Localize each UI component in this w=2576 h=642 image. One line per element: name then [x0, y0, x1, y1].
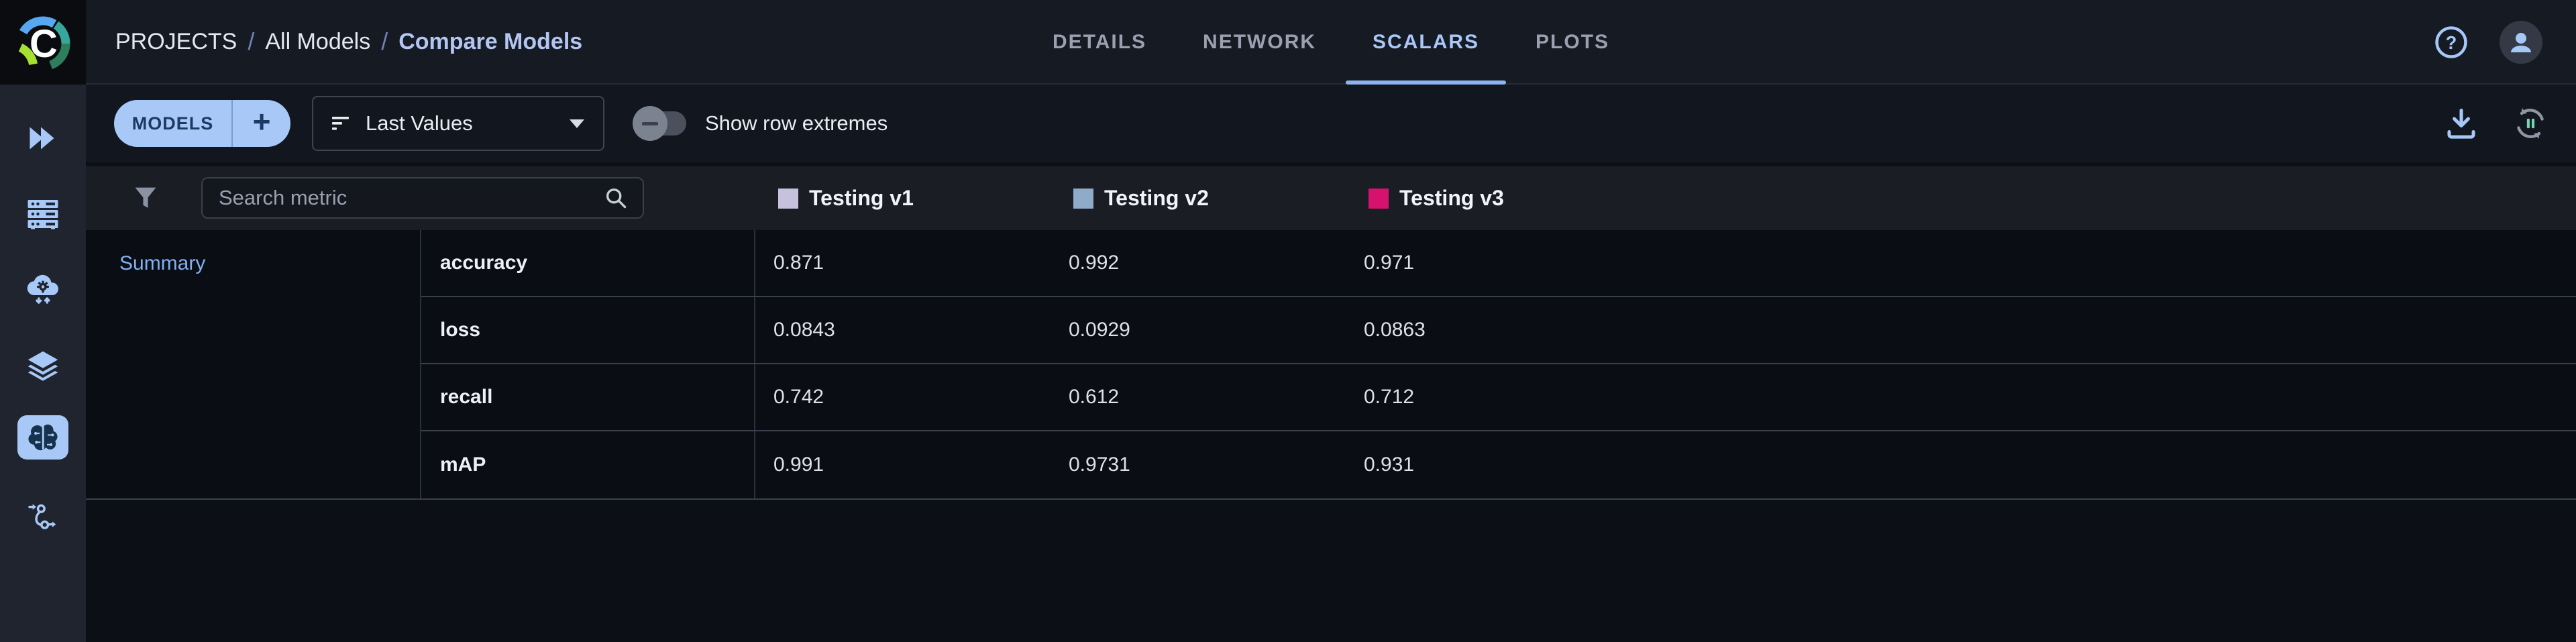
sidebar-item-models[interactable] [17, 415, 68, 460]
download-button[interactable] [2445, 107, 2478, 140]
model-color-swatch [778, 188, 798, 209]
value-cell: 0.612 [1069, 386, 1120, 408]
filter-button[interactable] [133, 186, 158, 213]
sidebar-item-datasets[interactable] [0, 350, 86, 382]
column-label: Testing v3 [1399, 186, 1504, 210]
value-cell: 0.0843 [773, 319, 835, 341]
chevron-down-icon [570, 119, 584, 128]
metric-name-cell: loss [421, 297, 755, 363]
value-cell: 0.0863 [1364, 319, 1426, 341]
help-button[interactable]: ? [2434, 25, 2469, 60]
value-cell: 0.742 [773, 386, 824, 408]
toggle-dash [642, 121, 658, 125]
tab-plots[interactable]: PLOTS [1536, 31, 1610, 53]
metric-search [201, 177, 644, 219]
value-cell: 0.991 [773, 453, 824, 476]
value-cell: 0.931 [1364, 453, 1415, 476]
column-header-testing-v1: Testing v1 [778, 166, 914, 230]
metric-name-cell: recall [421, 364, 755, 430]
sidebar-item-projects[interactable] [0, 123, 86, 153]
tab-details[interactable]: DETAILS [1052, 31, 1147, 53]
metric-group-label[interactable]: Summary [119, 252, 206, 274]
table-row-recall: recall 0.742 0.612 0.712 [421, 364, 2576, 431]
filter-funnel-icon [135, 187, 156, 208]
value-cell: 0.712 [1364, 386, 1415, 408]
toggle-knob[interactable] [633, 106, 667, 141]
column-label: Testing v1 [809, 186, 914, 210]
person-icon [2511, 33, 2531, 52]
table-row-loss: loss 0.0843 0.0929 0.0863 [421, 297, 2576, 364]
active-tab-underline [1346, 81, 1507, 85]
clearml-logo-icon: C [18, 16, 70, 70]
tab-network[interactable]: NETWORK [1203, 31, 1317, 53]
scalars-toolbar: MODELS + Last Values Show row extremes [86, 85, 2576, 162]
breadcrumb-separator: / [381, 28, 388, 55]
tab-scalars[interactable]: SCALARS [1346, 0, 1507, 85]
top-bar: PROJECTS / All Models / Compare Models D… [86, 0, 2576, 85]
search-metric-input[interactable] [217, 185, 604, 211]
auto-refresh-button[interactable] [2513, 106, 2548, 141]
search-icon[interactable] [604, 186, 628, 210]
tab-scalars-label: SCALARS [1373, 31, 1480, 53]
toolbar-right-actions [2445, 106, 2548, 141]
app-logo[interactable]: C [0, 0, 86, 85]
metric-name-cell: accuracy [421, 230, 755, 296]
value-cell: 0.971 [1364, 252, 1415, 274]
breadcrumb-compare-models: Compare Models [398, 28, 583, 54]
add-model-button[interactable]: + [252, 104, 271, 139]
models-selector-button[interactable]: MODELS + [114, 100, 290, 147]
breadcrumb-separator: / [248, 28, 255, 55]
sidebar-item-data-processing[interactable] [0, 274, 86, 305]
metric-group-cell: Summary [86, 230, 421, 498]
model-color-swatch [1368, 188, 1389, 209]
view-tabs: DETAILS NETWORK SCALARS PLOTS [86, 0, 2576, 85]
models-button-label[interactable]: MODELS [131, 113, 214, 133]
cloud-gear-icon [27, 274, 58, 304]
value-cell: 0.871 [773, 252, 824, 274]
model-color-swatch [1073, 188, 1093, 209]
svg-text:?: ? [2446, 32, 2457, 53]
values-mode-value: Last Values [366, 111, 473, 135]
topbar-actions: ? [2434, 0, 2542, 85]
table-row-map: mAP 0.991 0.9731 0.931 [421, 431, 2576, 498]
values-mode-icon [332, 117, 349, 130]
download-icon [2447, 109, 2475, 139]
sidebar-item-workers-queues[interactable] [0, 199, 86, 229]
brain-models-icon [28, 424, 58, 451]
layers-icon [28, 351, 58, 381]
show-row-extremes-toggle[interactable]: Show row extremes [633, 106, 888, 141]
metric-name-cell: mAP [421, 431, 755, 498]
column-header-testing-v3: Testing v3 [1368, 166, 1504, 230]
breadcrumb-projects[interactable]: PROJECTS [115, 28, 237, 54]
servers-icon [28, 200, 58, 229]
toggle-track[interactable] [633, 106, 686, 141]
values-mode-dropdown[interactable]: Last Values [312, 96, 604, 151]
value-cell: 0.9731 [1069, 453, 1130, 476]
value-cell: 0.992 [1069, 252, 1120, 274]
breadcrumb-all-models[interactable]: All Models [265, 28, 371, 54]
svg-text:C: C [30, 22, 58, 66]
column-label: Testing v2 [1104, 186, 1209, 210]
sidebar: C [0, 0, 86, 642]
projects-play-icon [30, 127, 54, 150]
metrics-table-body: Summary accuracy 0.871 0.992 0.971 loss … [86, 230, 2576, 500]
table-row-accuracy: accuracy 0.871 0.992 0.971 [421, 230, 2576, 297]
metric-rows: accuracy 0.871 0.992 0.971 loss 0.0843 0… [421, 230, 2576, 498]
metrics-table-header: Testing v1 Testing v2 Testing v3 [86, 166, 2576, 230]
show-row-extremes-label: Show row extremes [705, 111, 888, 135]
models-button-divider [231, 100, 233, 147]
user-avatar[interactable] [2500, 21, 2542, 64]
pipelines-icon [28, 504, 56, 529]
help-question-icon: ? [2435, 26, 2467, 58]
value-cell: 0.0929 [1069, 319, 1130, 341]
sidebar-item-pipelines[interactable] [0, 501, 86, 531]
breadcrumb: PROJECTS / All Models / Compare Models [115, 28, 582, 56]
refresh-pause-icon [2517, 108, 2544, 139]
column-header-testing-v2: Testing v2 [1073, 166, 1209, 230]
